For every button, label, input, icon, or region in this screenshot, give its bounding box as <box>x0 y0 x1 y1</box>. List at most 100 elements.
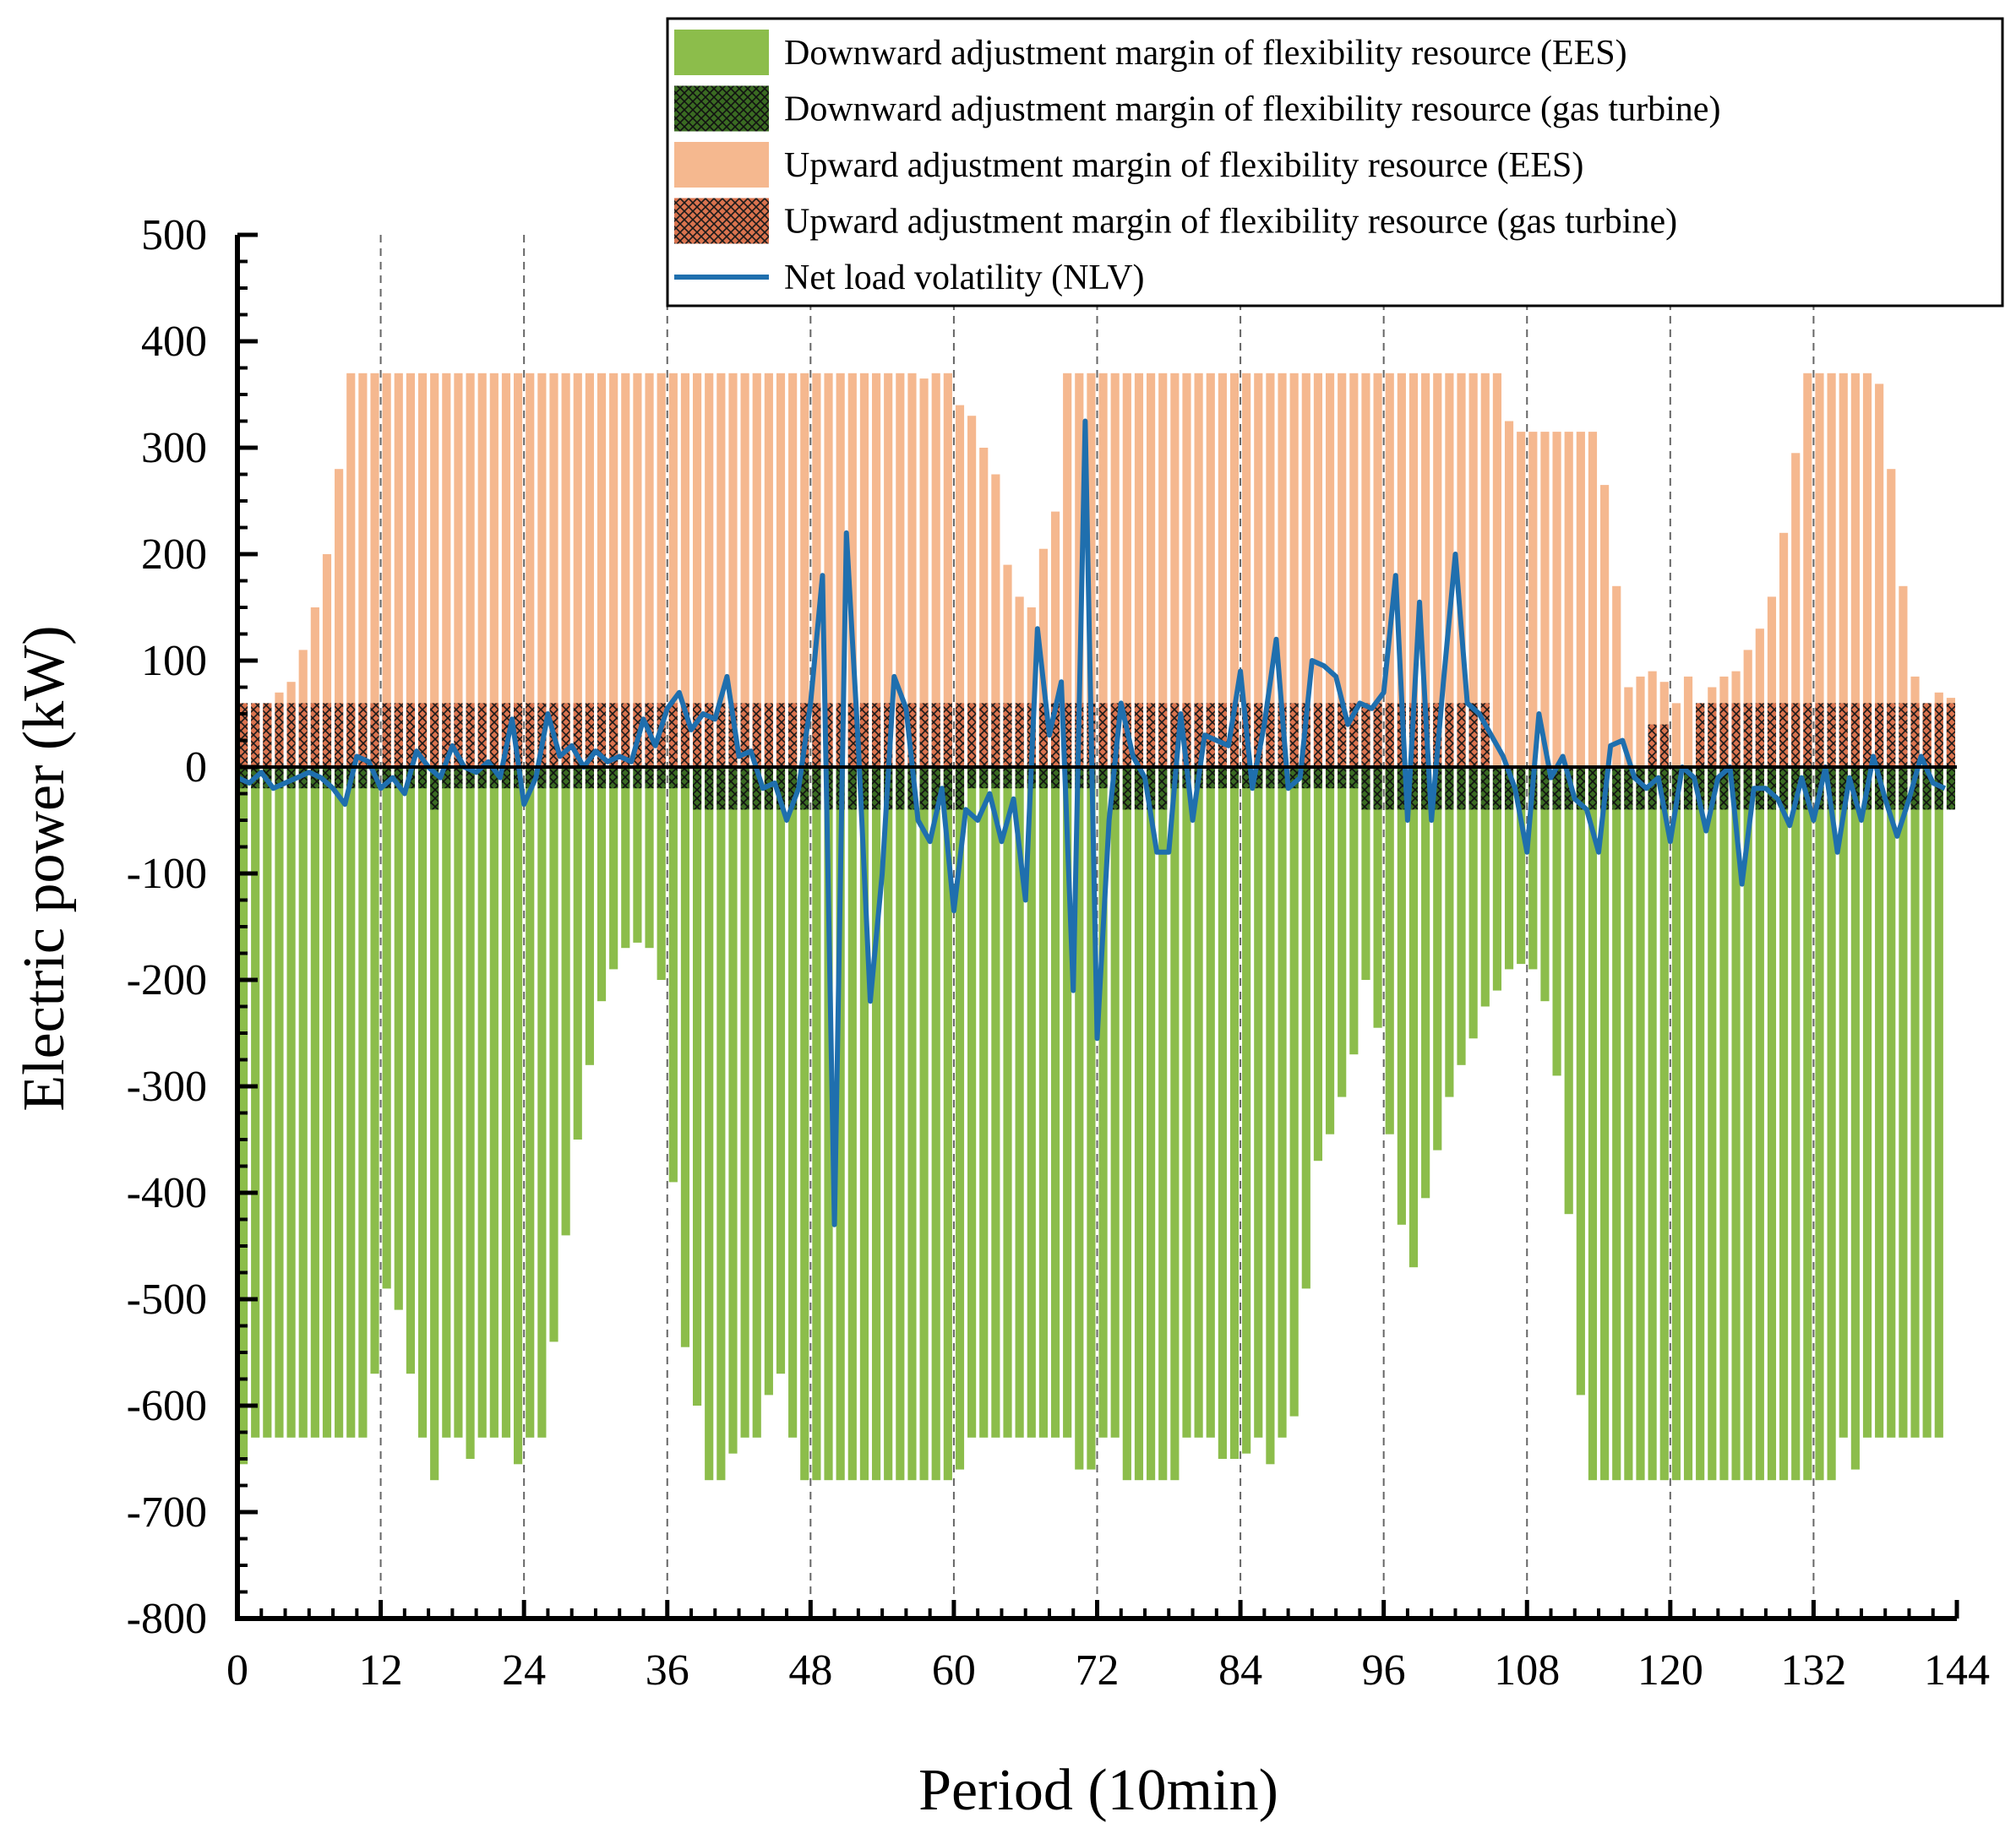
bar-s3 <box>859 703 869 767</box>
bar-s2 <box>442 373 451 767</box>
bar-s3 <box>417 703 428 767</box>
bar-s0 <box>800 767 809 1481</box>
bar-s1 <box>919 767 929 810</box>
bar-s3 <box>680 703 690 767</box>
bar-s3 <box>1910 703 1920 767</box>
bar-s0 <box>1325 767 1335 1134</box>
bar-s2 <box>526 373 535 767</box>
bar-s1 <box>454 767 463 789</box>
bar-s3 <box>1254 703 1263 767</box>
bar-s0 <box>466 767 475 1459</box>
bar-s3 <box>1349 703 1359 767</box>
bar-s0 <box>310 767 319 1438</box>
bar-s3 <box>1887 703 1896 767</box>
bar-s1 <box>501 767 511 789</box>
bar-s3 <box>1147 703 1156 767</box>
legend-swatch <box>674 85 769 132</box>
bar-s2 <box>501 373 511 767</box>
bar-s0 <box>1050 767 1060 1438</box>
bar-s1 <box>1743 767 1752 810</box>
bar-s1 <box>1564 767 1573 810</box>
bar-s1 <box>1659 767 1669 810</box>
bar-s0 <box>1349 767 1359 1055</box>
bar-s3 <box>501 703 511 767</box>
bar-s0 <box>561 767 570 1236</box>
bar-s3 <box>967 703 977 767</box>
bar-s0 <box>943 767 952 1481</box>
bar-s0 <box>680 767 690 1347</box>
bar-s2 <box>931 373 940 767</box>
bar-s0 <box>1457 767 1466 1065</box>
bar-s3 <box>1038 703 1048 767</box>
bar-s2 <box>406 373 415 767</box>
bar-s2 <box>1648 671 1657 767</box>
bar-s0 <box>1206 767 1215 1438</box>
bars <box>238 373 1956 1481</box>
bar-s0 <box>645 767 654 949</box>
bar-s1 <box>1576 767 1585 810</box>
bar-s0 <box>1648 767 1657 1481</box>
bar-s1 <box>1767 767 1777 810</box>
axes: 500 400 300 200 100 0 -100 -200 -300 -400 -500 -600… <box>127 211 1990 1695</box>
bar-s3 <box>477 703 487 767</box>
bar-s1 <box>394 767 403 789</box>
bar-s0 <box>621 767 630 949</box>
bar-s1 <box>812 767 821 810</box>
bar-s3 <box>1015 703 1024 767</box>
bar-s1 <box>1839 767 1848 810</box>
bar-s0 <box>1075 767 1084 1470</box>
x-tick-label: 144 <box>1924 1646 1990 1695</box>
bar-s3 <box>1218 703 1227 767</box>
bar-s3 <box>370 703 379 767</box>
bar-s1 <box>1349 767 1359 789</box>
bar-s0 <box>1027 767 1036 1438</box>
y-tick-label: 500 <box>141 211 207 259</box>
bar-s0 <box>728 767 738 1454</box>
bar-s1 <box>1266 767 1275 789</box>
bar-s0 <box>597 767 607 1002</box>
bar-s0 <box>847 767 857 1481</box>
bar-s3 <box>310 703 319 767</box>
bar-s3 <box>1445 703 1454 767</box>
bar-s0 <box>1504 767 1514 970</box>
bar-s2 <box>943 373 952 767</box>
bar-s0 <box>1636 767 1645 1481</box>
bar-s2 <box>1671 703 1681 767</box>
bar-s2 <box>1564 432 1573 767</box>
bar-s2 <box>1791 453 1801 767</box>
bar-s3 <box>716 703 726 767</box>
y-tick-label: -400 <box>127 1169 207 1217</box>
bar-s1 <box>1229 767 1240 789</box>
bar-s0 <box>1122 767 1131 1481</box>
bar-s3 <box>1659 724 1669 767</box>
y-tick-label: -300 <box>127 1063 207 1111</box>
y-tick-label: 400 <box>141 318 207 366</box>
bar-s2 <box>764 373 773 767</box>
bar-s2 <box>1445 373 1454 767</box>
bar-s1 <box>1636 767 1645 810</box>
bar-s0 <box>1242 767 1251 1454</box>
bar-s3 <box>1648 724 1657 767</box>
x-axis-title: Period (10min) <box>918 1758 1278 1823</box>
bar-s0 <box>1158 767 1168 1481</box>
bar-s0 <box>1301 767 1310 1289</box>
bar-s3 <box>1050 703 1060 767</box>
bar-s1 <box>1206 767 1215 789</box>
bar-s3 <box>1170 703 1180 767</box>
bar-s1 <box>967 767 977 789</box>
bar-s1 <box>1540 767 1550 810</box>
bar-s1 <box>1827 767 1836 810</box>
bar-s3 <box>489 703 499 767</box>
bar-s1 <box>1313 767 1323 789</box>
bar-s2 <box>1492 373 1501 767</box>
bar-s0 <box>1719 767 1729 1481</box>
bar-s3 <box>1922 703 1932 767</box>
bar-s2 <box>585 373 594 767</box>
bar-s1 <box>776 767 786 810</box>
bar-s3 <box>943 703 952 767</box>
bar-s0 <box>788 767 798 1438</box>
bar-s0 <box>668 767 678 1183</box>
bar-s3 <box>1850 703 1860 767</box>
bar-s0 <box>477 767 487 1438</box>
